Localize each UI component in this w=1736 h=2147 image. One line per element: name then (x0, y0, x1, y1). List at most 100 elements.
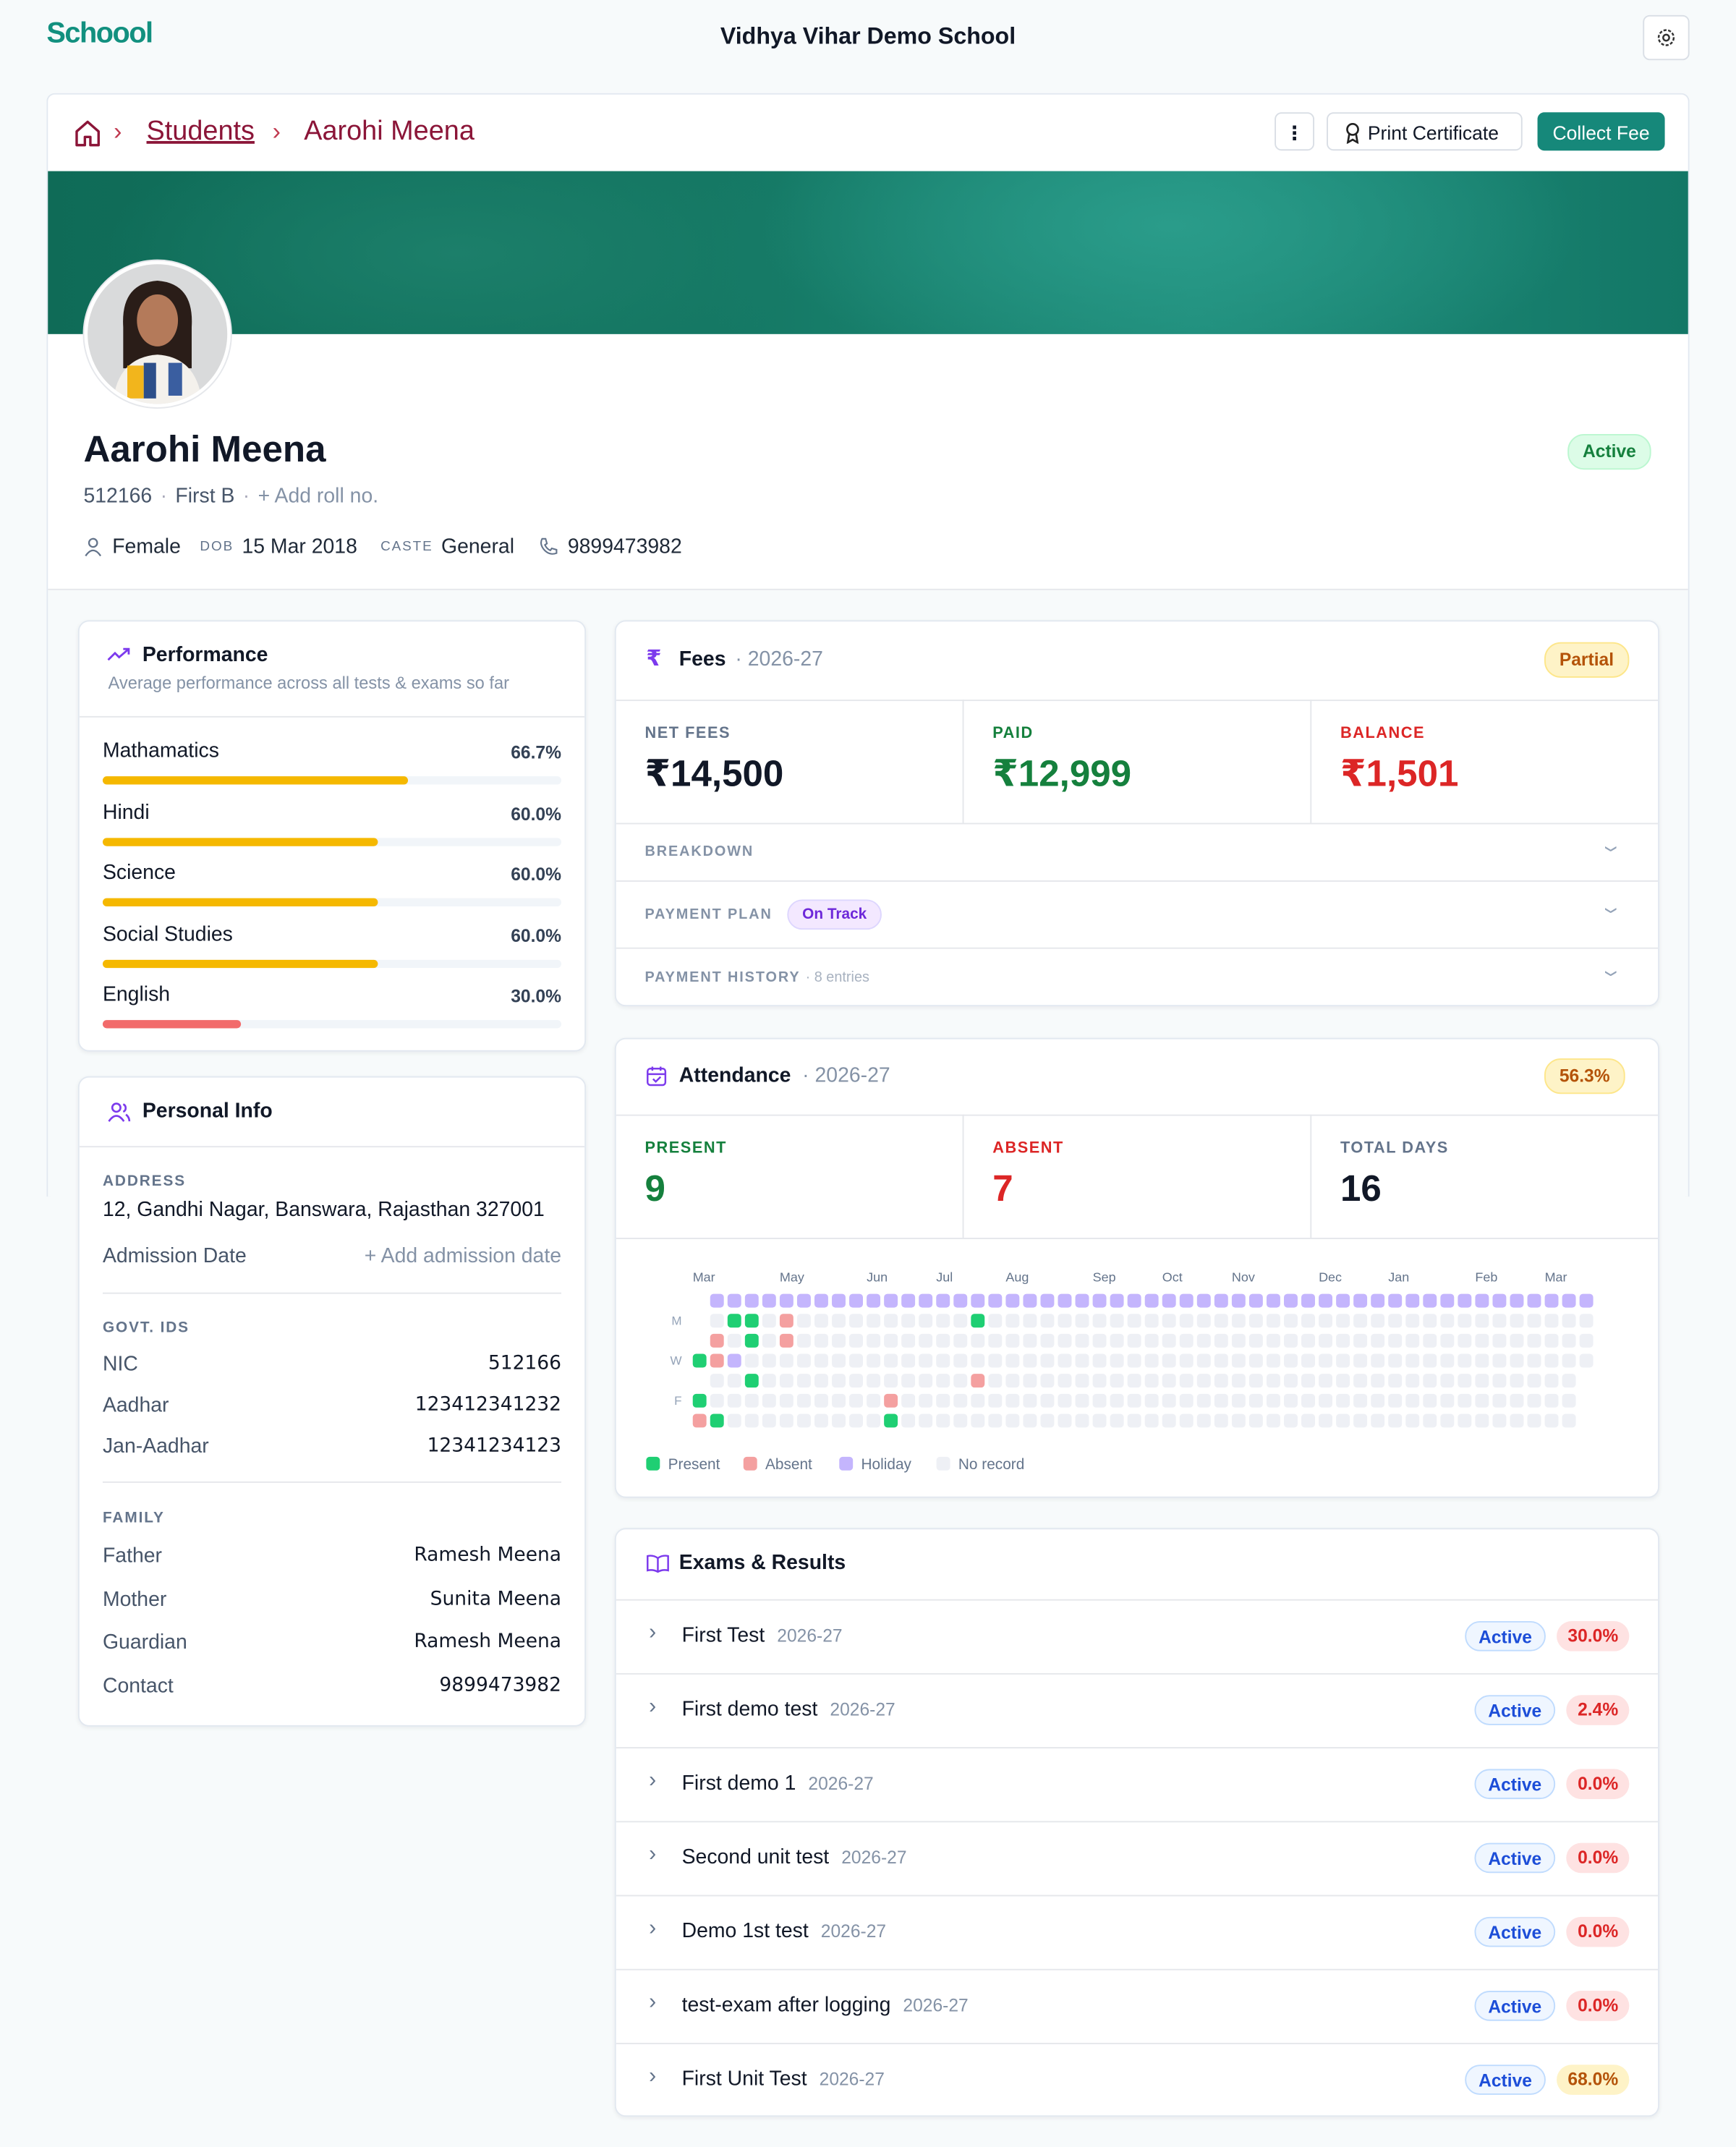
score-badge: 0.0% (1566, 1769, 1630, 1800)
empty-cell (1440, 1374, 1455, 1388)
exam-year: 2026-27 (830, 1699, 895, 1720)
attendance-cell (727, 1353, 741, 1368)
empty-cell (1127, 1374, 1141, 1388)
holiday-cell (884, 1293, 898, 1308)
empty-cell (762, 1374, 776, 1388)
empty-cell (1353, 1353, 1368, 1368)
empty-cell (1423, 1413, 1437, 1428)
empty-cell (1144, 1374, 1159, 1388)
payment-history-toggle[interactable]: PAYMENT HISTORY · 8 entries (644, 969, 869, 986)
exam-row[interactable]: › First demo 1 2026-27 0.0% Active (616, 1748, 1658, 1821)
empty-cell (796, 1333, 811, 1348)
empty-cell (1023, 1333, 1037, 1348)
empty-cell (1040, 1393, 1055, 1408)
performance-card: Performance Average performance across a… (77, 620, 587, 1052)
empty-cell (919, 1413, 933, 1428)
logo[interactable]: Schoool (46, 17, 153, 50)
field-label: Mother (102, 1587, 167, 1612)
info-row: Jan-Aadhar 12341234123 (103, 1435, 561, 1458)
divider (79, 715, 585, 718)
divider (102, 1292, 562, 1294)
status-badge: Active (1465, 2065, 1546, 2095)
holiday-cell (1579, 1293, 1594, 1308)
empty-cell (814, 1314, 828, 1328)
more-button[interactable]: ⋮ (1275, 112, 1315, 151)
empty-cell (1458, 1413, 1472, 1428)
add-roll-link[interactable]: + Add roll no. (258, 485, 379, 509)
payment-plan-toggle[interactable]: PAYMENT PLAN (644, 906, 773, 923)
student-name: Aarohi Meena (83, 428, 326, 470)
attendance-cell (692, 1353, 707, 1368)
empty-cell (779, 1393, 793, 1408)
breakdown-toggle[interactable]: BREAKDOWN (644, 843, 754, 860)
empty-cell (1231, 1314, 1246, 1328)
empty-cell (1544, 1413, 1559, 1428)
empty-cell (1179, 1413, 1194, 1428)
empty-cell (1231, 1393, 1246, 1408)
empty-cell (884, 1314, 898, 1328)
empty-cell (1388, 1314, 1403, 1328)
empty-cell (867, 1374, 881, 1388)
empty-cell (1284, 1413, 1298, 1428)
empty-cell (1579, 1353, 1594, 1368)
empty-cell (1423, 1333, 1437, 1348)
empty-cell (1319, 1353, 1333, 1368)
empty-cell (1040, 1353, 1055, 1368)
status-badge: Active (1474, 1695, 1556, 1725)
empty-cell (1266, 1333, 1280, 1348)
holiday-cell (1127, 1293, 1141, 1308)
exam-row[interactable]: › Demo 1st test 2026-27 0.0% Active (616, 1896, 1658, 1968)
empty-cell (796, 1353, 811, 1368)
empty-cell (1475, 1374, 1489, 1388)
empty-cell (744, 1393, 759, 1408)
empty-cell (1162, 1393, 1176, 1408)
empty-cell (1023, 1374, 1037, 1388)
student-details: Female DOB 15 Mar 2018 CASTE General 989… (83, 535, 682, 558)
field-label: Admission Date (102, 1244, 247, 1268)
holiday-cell (832, 1293, 846, 1308)
empty-cell (1301, 1413, 1315, 1428)
field-label: Aadhar (102, 1393, 169, 1417)
empty-cell (1144, 1333, 1159, 1348)
empty-cell (1458, 1314, 1472, 1328)
empty-cell (1214, 1353, 1228, 1368)
holiday-cell (1371, 1293, 1385, 1308)
field-label: Guardian (102, 1631, 187, 1655)
subject-score: 30.0% (511, 985, 562, 1007)
empty-cell (779, 1353, 793, 1368)
exam-row[interactable]: › First Unit Test 2026-27 68.0% Active (616, 2044, 1658, 2115)
chevron[interactable]: › (1596, 846, 1630, 852)
exam-row[interactable]: › First demo test 2026-27 2.4% Active (616, 1675, 1658, 1747)
empty-cell (867, 1314, 881, 1328)
settings-button[interactable] (1643, 14, 1690, 61)
empty-cell (849, 1314, 863, 1328)
exams-card: Exams & Results › First Test 2026-27 30.0% A… (614, 1528, 1660, 2117)
exam-row[interactable]: › Second unit test 2026-27 0.0% Active (616, 1822, 1658, 1895)
breadcrumb-link[interactable]: Students (146, 116, 255, 147)
field-label: Jan-Aadhar (102, 1434, 209, 1458)
empty-cell (1179, 1353, 1194, 1368)
exam-name: First demo test (681, 1698, 818, 1722)
empty-cell (1023, 1353, 1037, 1368)
exam-row[interactable]: › test-exam after logging 2026-27 0.0% Activ… (616, 1970, 1658, 2043)
holiday-cell (1405, 1293, 1420, 1308)
empty-cell (1388, 1333, 1403, 1348)
chevron[interactable]: › (1596, 970, 1630, 977)
empty-cell (988, 1314, 1003, 1328)
empty-cell (1179, 1393, 1194, 1408)
exam-row[interactable]: › First Test 2026-27 30.0% Active (616, 1601, 1658, 1673)
chevron[interactable]: › (1596, 907, 1630, 914)
subject-score: 60.0% (511, 864, 562, 885)
add-admission-link[interactable]: + Add admission date (364, 1244, 562, 1268)
empty-cell (953, 1374, 968, 1388)
attendance-heatmap: Mar May Jun Jul Aug Sep Oct Nov Dec Jan Feb Mar M W F P… (646, 1270, 1594, 1473)
print-certificate-button[interactable]: Print Certificate (1327, 112, 1523, 151)
legend-label: No record (958, 1456, 1024, 1473)
month-label: Aug (1005, 1270, 1029, 1285)
exam-title: Second unit test 2026-27 (682, 1845, 907, 1870)
field-value: Sunita Meena (430, 1587, 562, 1610)
home-icon[interactable] (71, 118, 103, 150)
history-label: PAYMENT HISTORY (644, 969, 801, 986)
empty-cell (901, 1353, 916, 1368)
collect-fee-button[interactable]: Collect Fee (1537, 112, 1665, 151)
